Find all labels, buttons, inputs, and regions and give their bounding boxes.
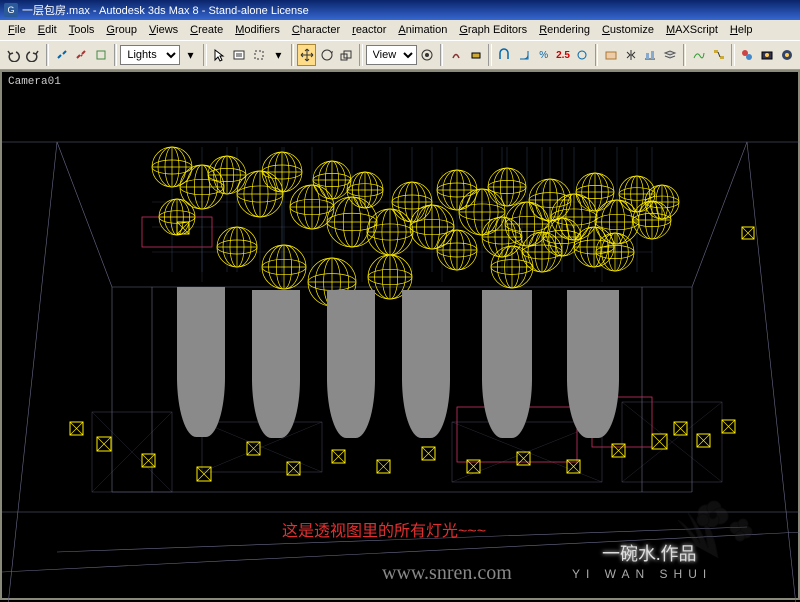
menu-rendering[interactable]: Rendering	[533, 22, 596, 38]
menu-create[interactable]: Create	[184, 22, 229, 38]
snap-toggle[interactable]	[495, 44, 514, 66]
bind-button[interactable]	[92, 44, 111, 66]
window-title: 一层包房.max - Autodesk 3ds Max 8 - Stand-al…	[22, 2, 309, 18]
curtain	[327, 290, 375, 438]
filter-flyout[interactable]: ▾	[181, 44, 200, 66]
menu-edit[interactable]: Edit	[32, 22, 63, 38]
curtain	[252, 290, 300, 438]
flower-decoration	[658, 478, 778, 578]
percent-snap[interactable]: %	[534, 44, 553, 66]
curtain	[567, 290, 619, 438]
mirror-button[interactable]	[621, 44, 640, 66]
menu-file[interactable]: File	[2, 22, 32, 38]
snap-value: 2.5	[554, 50, 572, 61]
move-button[interactable]	[297, 44, 316, 66]
center-flyout[interactable]	[418, 44, 437, 66]
app-icon: G	[4, 3, 18, 17]
menu-help[interactable]: Help	[724, 22, 759, 38]
select-rect-button[interactable]	[249, 44, 268, 66]
menu-views[interactable]: Views	[143, 22, 184, 38]
main-toolbar: Lights ▾ ▾ View % 2.5	[0, 40, 800, 70]
select-button[interactable]	[210, 44, 229, 66]
keymode-button[interactable]	[466, 44, 485, 66]
scale-button[interactable]	[337, 44, 356, 66]
refcoord-select[interactable]: View	[366, 45, 417, 65]
menu-customize[interactable]: Customize	[596, 22, 660, 38]
menu-tools[interactable]: Tools	[63, 22, 101, 38]
menu-animation[interactable]: Animation	[392, 22, 453, 38]
menu-bar: FileEditToolsGroupViewsCreateModifiersCh…	[0, 20, 800, 40]
curtain	[177, 287, 225, 437]
link-button[interactable]	[52, 44, 71, 66]
menu-graph editors[interactable]: Graph Editors	[453, 22, 533, 38]
curtain	[482, 290, 532, 438]
window-crossing-button[interactable]: ▾	[269, 44, 288, 66]
spinner-snap[interactable]	[573, 44, 592, 66]
rotate-button[interactable]	[317, 44, 336, 66]
curve-editor-button[interactable]	[689, 44, 708, 66]
menu-modifiers[interactable]: Modifiers	[229, 22, 286, 38]
annotation-text: 这是透视图里的所有灯光~~~	[282, 517, 486, 541]
filter-select[interactable]: Lights	[120, 45, 180, 65]
viewport[interactable]: Camera01 这是透视图里的所有灯光~~~ www.snren.com 一碗…	[0, 70, 800, 600]
material-button[interactable]	[738, 44, 757, 66]
render-scene-button[interactable]	[757, 44, 776, 66]
redo-button[interactable]	[24, 44, 43, 66]
menu-group[interactable]: Group	[100, 22, 143, 38]
unlink-button[interactable]	[72, 44, 91, 66]
named-sel-button[interactable]	[601, 44, 620, 66]
undo-button[interactable]	[4, 44, 23, 66]
watermark-url: www.snren.com	[382, 562, 512, 585]
menu-maxscript[interactable]: MAXScript	[660, 22, 724, 38]
schematic-button[interactable]	[709, 44, 728, 66]
select-name-button[interactable]	[229, 44, 248, 66]
quick-render-button[interactable]	[777, 44, 796, 66]
manipulate-button[interactable]	[446, 44, 465, 66]
menu-character[interactable]: Character	[286, 22, 346, 38]
angle-snap[interactable]	[514, 44, 533, 66]
layers-button[interactable]	[661, 44, 680, 66]
curtain	[402, 290, 450, 438]
menu-reactor[interactable]: reactor	[346, 22, 392, 38]
align-button[interactable]	[641, 44, 660, 66]
title-bar: G 一层包房.max - Autodesk 3ds Max 8 - Stand-…	[0, 0, 800, 20]
